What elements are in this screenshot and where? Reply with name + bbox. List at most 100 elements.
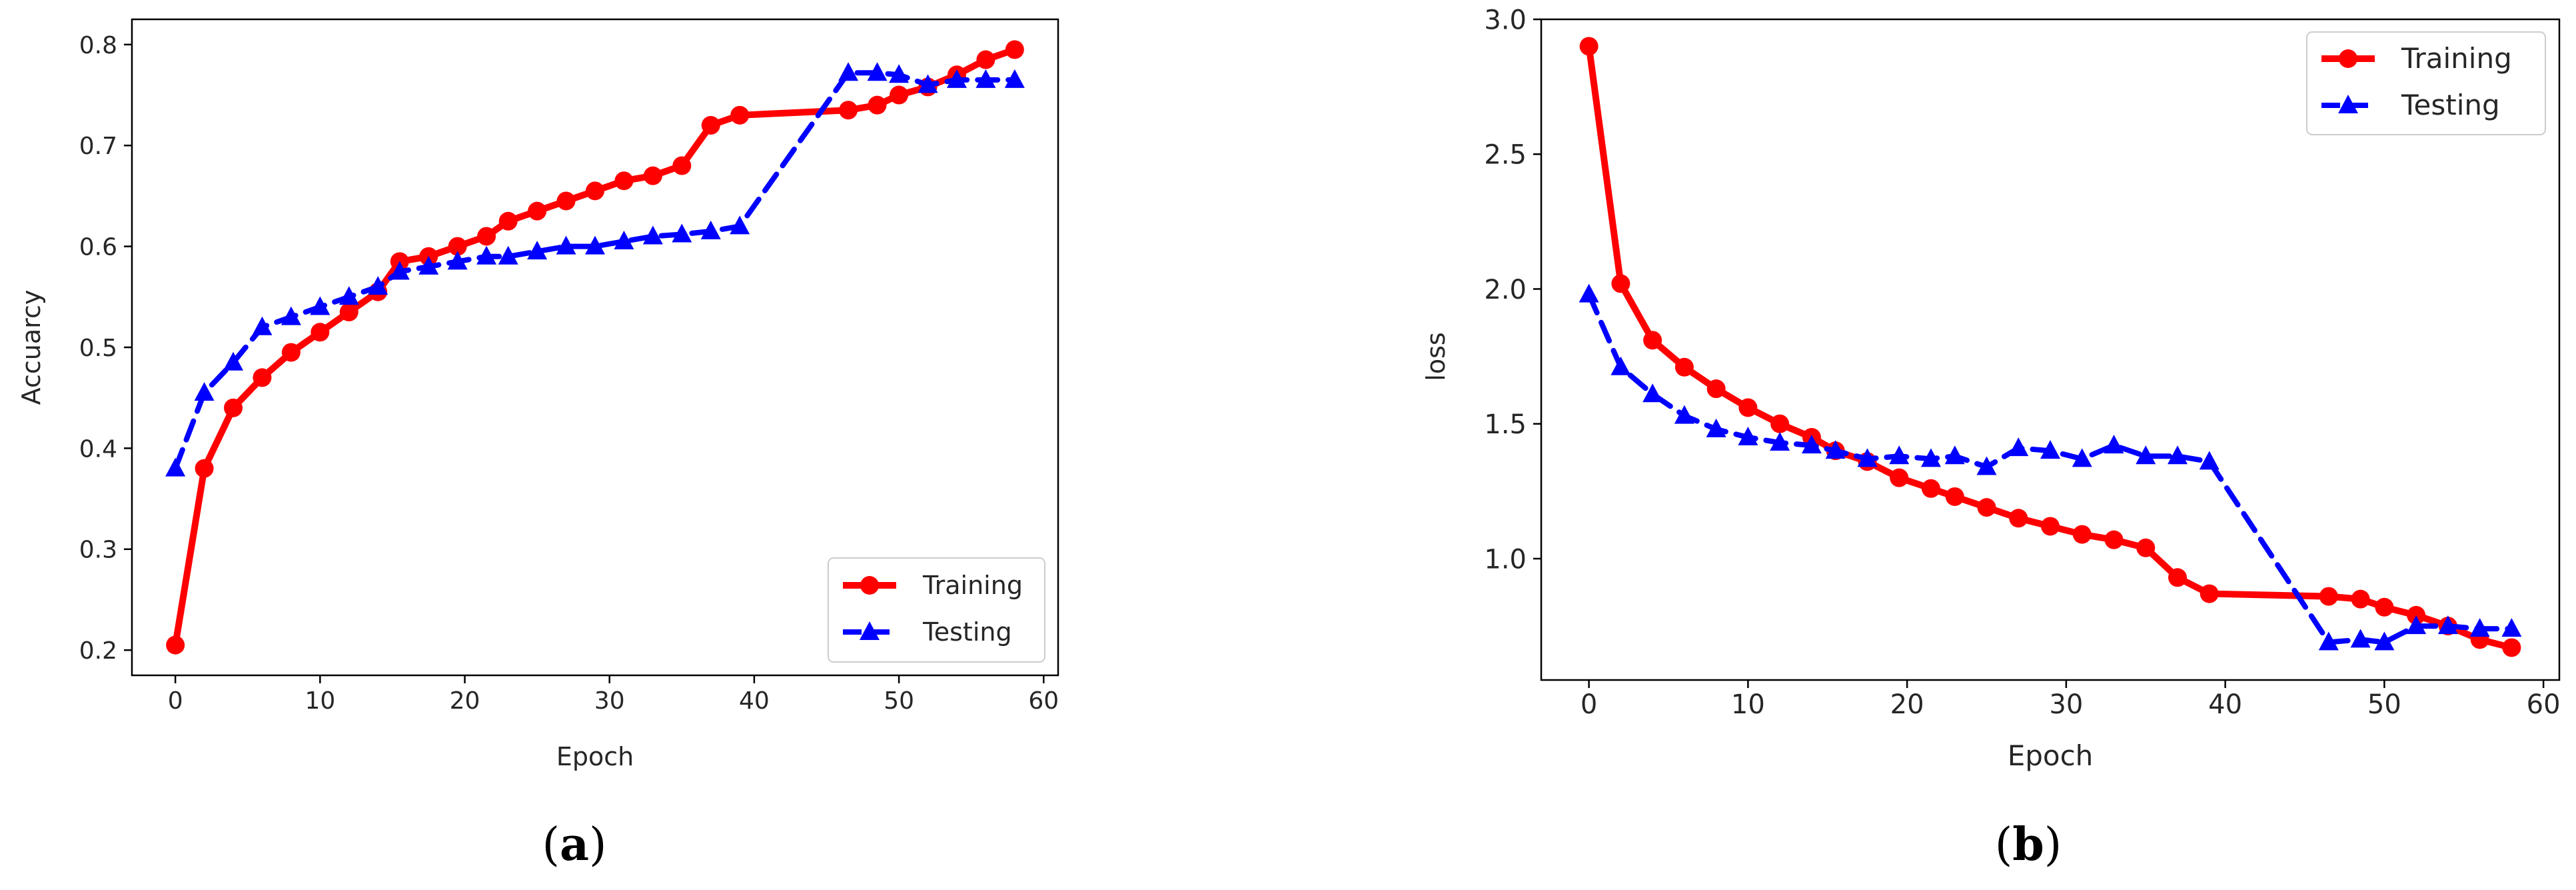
data-point-training-b (1945, 487, 1964, 506)
data-point-testing-a (730, 215, 750, 235)
data-point-training-a (730, 105, 750, 125)
legend-a: Training Testing (828, 557, 1045, 663)
data-point-testing-a (389, 261, 410, 280)
legend-label-testing-a: Testing (922, 617, 1012, 647)
data-point-testing-a (418, 255, 439, 275)
data-point-training-b (2104, 530, 2124, 549)
data-point-testing-a (447, 251, 468, 270)
data-point-testing-b (1770, 432, 1790, 451)
y-tick-label-a: 0.8 (79, 32, 117, 59)
data-point-testing-a (614, 231, 634, 250)
legend-marker-training-b (2339, 49, 2357, 68)
data-point-training-b (2319, 587, 2338, 606)
data-point-testing-b (2199, 451, 2220, 470)
data-point-testing-b (2104, 435, 2124, 454)
data-point-testing-b (2469, 618, 2490, 637)
data-point-testing-b (2168, 445, 2188, 465)
data-point-training-b (2351, 589, 2370, 609)
data-point-training-a (614, 171, 634, 191)
data-point-testing-b (1889, 445, 1910, 465)
data-point-training-a (477, 227, 496, 246)
data-point-training-a (311, 323, 330, 342)
data-point-training-b (2136, 538, 2156, 557)
data-point-testing-b (1674, 405, 1694, 424)
data-point-testing-b (2040, 440, 2060, 459)
data-point-testing-b (1579, 283, 1599, 303)
data-point-testing-b (1738, 426, 1758, 445)
legend-marker-training-a (860, 576, 879, 595)
data-point-training-a (166, 635, 185, 655)
y-tick-label-a: 0.5 (79, 335, 117, 362)
y-tick-label-b: 3.0 (1484, 5, 1527, 35)
x-tick-label-b: 60 (2527, 689, 2561, 720)
series-line-training-a (172, 46, 1018, 649)
legend-label-training-a: Training (922, 571, 1023, 600)
x-tick-label-a: 50 (884, 687, 914, 715)
y-axis-label-a: Accuarcy (17, 290, 46, 405)
data-point-testing-b (1610, 356, 1631, 375)
data-point-training-a (672, 156, 692, 175)
panel-a-accuracy-chart: 0 10 20 30 40 50 60 0.2 0.3 0.4 0.5 0.6 0.7 0.8 Epoch… (17, 18, 1059, 871)
data-point-testing-a (918, 74, 938, 93)
x-tick-label-b: 20 (1890, 689, 1924, 720)
data-point-training-b (1977, 498, 1996, 517)
x-tick-label-a: 0 (168, 687, 183, 715)
data-point-training-a (281, 343, 301, 362)
data-point-training-b (1643, 331, 1662, 350)
data-point-testing-b (1825, 440, 1846, 459)
data-point-training-a (586, 181, 604, 201)
y-tick-label-a: 0.6 (79, 234, 117, 261)
y-tick-label-b: 2.5 (1484, 140, 1527, 171)
y-tick-label-a: 0.3 (79, 537, 117, 564)
x-axis-label-a: Epoch (556, 742, 634, 771)
y-tick-label-a: 0.7 (79, 133, 117, 160)
data-point-training-a (643, 166, 662, 185)
legend-marker-testing-b (2338, 95, 2358, 113)
data-point-training-b (1579, 37, 1599, 56)
data-point-testing-a (165, 457, 186, 477)
data-point-training-b (2502, 638, 2521, 657)
data-point-training-b (1738, 398, 1758, 417)
data-point-testing-b (2350, 629, 2371, 648)
data-point-training-a (976, 50, 995, 69)
data-point-testing-a (975, 69, 996, 88)
data-point-testing-b (1706, 418, 1726, 437)
y-tick-label-b: 2.0 (1484, 275, 1527, 305)
data-point-testing-b (2008, 437, 2029, 457)
data-point-training-b (2375, 597, 2394, 617)
data-point-training-a (253, 368, 272, 387)
data-point-testing-a (585, 235, 605, 255)
data-point-training-b (2168, 568, 2187, 587)
data-point-training-a (868, 95, 887, 115)
data-point-testing-b (2374, 631, 2395, 651)
data-point-testing-b (1801, 435, 1822, 454)
data-point-testing-a (556, 235, 576, 255)
data-point-training-a (839, 101, 858, 120)
y-tick-label-b: 1.0 (1484, 544, 1527, 575)
x-tick-label-a: 10 (305, 687, 335, 715)
data-point-testing-b (1944, 445, 1965, 465)
data-point-training-a (448, 237, 467, 256)
data-point-training-b (1674, 357, 1694, 377)
y-tick-label-a: 0.4 (79, 435, 117, 463)
data-point-testing-a (527, 241, 548, 260)
data-point-testing-a (946, 69, 967, 88)
data-point-training-b (1890, 468, 1909, 487)
legend-label-training-b: Training (2401, 42, 2512, 75)
x-tick-label-a: 40 (739, 687, 770, 715)
data-point-testing-a (700, 220, 721, 239)
data-point-testing-a (498, 245, 518, 265)
data-point-training-b (2009, 509, 2028, 528)
data-point-training-a (528, 201, 547, 221)
data-point-testing-a (672, 223, 692, 243)
data-point-testing-a (642, 225, 663, 245)
data-point-testing-a (867, 62, 888, 81)
data-point-training-a (701, 115, 720, 135)
data-point-training-a (195, 459, 214, 478)
data-point-training-a (1005, 40, 1024, 59)
plot-frame-b (1540, 18, 2561, 681)
legend-marker-testing-a (860, 621, 880, 640)
data-point-training-b (1921, 479, 1940, 498)
data-point-training-b (2041, 517, 2060, 536)
